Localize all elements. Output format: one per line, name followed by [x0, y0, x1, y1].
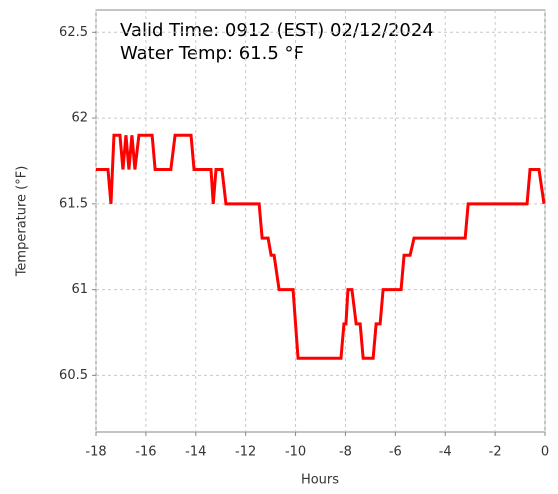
x-tick-label: -12 [235, 445, 256, 460]
x-tick-label: -8 [339, 445, 352, 460]
x-tick-label: -2 [489, 445, 502, 460]
x-tick-label: -14 [185, 445, 206, 460]
plot-area [95, 9, 546, 433]
y-tick-label: 61.5 [59, 196, 88, 211]
x-axis-label: Hours [301, 473, 339, 488]
x-tick-label: -10 [285, 445, 306, 460]
y-tick-label: 60.5 [59, 368, 88, 383]
y-tick-label: 62.5 [59, 25, 88, 40]
x-tick-label: 0 [541, 445, 549, 460]
y-axis-label: Temperature (°F) [15, 166, 30, 278]
x-tick-label: -6 [389, 445, 402, 460]
y-tick-label: 62 [71, 111, 88, 126]
x-tick-label: -16 [135, 445, 156, 460]
annotation: Valid Time: 0912 (EST) 02/12/2024 [120, 20, 434, 41]
x-tick-label: -18 [85, 445, 106, 460]
data-line [96, 133, 546, 360]
annotation: Water Temp: 61.5 °F [120, 43, 304, 64]
y-tick-label: 61 [71, 282, 88, 297]
x-tick-label: -4 [439, 445, 452, 460]
